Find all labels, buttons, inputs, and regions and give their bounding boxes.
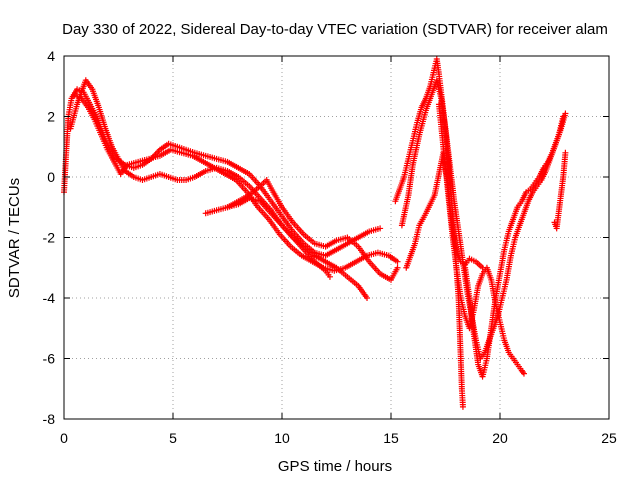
data-point bbox=[364, 295, 371, 301]
data-point bbox=[377, 225, 384, 232]
y-tick-label: -2 bbox=[43, 230, 56, 246]
x-tick-label: 20 bbox=[492, 430, 508, 446]
series-track-c bbox=[71, 92, 401, 274]
data-point bbox=[394, 264, 401, 271]
series-track-j bbox=[403, 149, 569, 271]
series-track-e bbox=[224, 195, 371, 301]
chart-title: Day 330 of 2022, Sidereal Day-to-day VTE… bbox=[62, 21, 608, 38]
data-point bbox=[562, 149, 569, 156]
y-axis-label: SDTVAR / TECUs bbox=[6, 178, 23, 298]
y-tick-label: -4 bbox=[43, 290, 56, 306]
x-tick-label: 10 bbox=[274, 430, 290, 446]
y-tick-label: -6 bbox=[43, 351, 56, 367]
data-point bbox=[326, 273, 333, 280]
y-tick-label: 2 bbox=[47, 109, 55, 125]
data-point bbox=[459, 403, 466, 410]
series-track-i bbox=[462, 110, 569, 380]
x-tick-label: 5 bbox=[169, 430, 177, 446]
grid-lines bbox=[64, 56, 609, 419]
data-points bbox=[61, 56, 569, 410]
x-tick-labels: 0 5 10 15 20 25 bbox=[60, 430, 617, 446]
axis-ticks bbox=[63, 55, 610, 420]
series-track-d bbox=[202, 177, 401, 283]
series-track-h bbox=[435, 101, 527, 377]
y-tick-label: 4 bbox=[47, 48, 55, 64]
data-point bbox=[394, 258, 401, 265]
y-tick-label: -8 bbox=[43, 411, 56, 427]
x-axis-label: GPS time / hours bbox=[278, 458, 392, 475]
x-tick-label: 0 bbox=[60, 430, 68, 446]
series-track-b bbox=[67, 77, 333, 280]
y-tick-labels: -8 -6 -4 -2 0 2 4 bbox=[43, 48, 56, 427]
x-tick-label: 15 bbox=[383, 430, 399, 446]
data-point bbox=[562, 110, 569, 117]
data-point bbox=[479, 264, 486, 271]
y-tick-label: 0 bbox=[47, 169, 55, 185]
data-point bbox=[520, 370, 527, 377]
x-tick-label: 25 bbox=[601, 430, 617, 446]
